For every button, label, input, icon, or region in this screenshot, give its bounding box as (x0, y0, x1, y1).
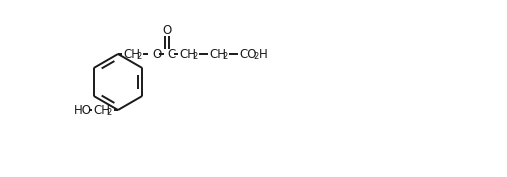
Text: 2: 2 (253, 52, 258, 61)
Text: CH: CH (93, 104, 110, 116)
Text: 2: 2 (222, 52, 227, 61)
Text: 2: 2 (192, 52, 197, 61)
Text: 2: 2 (106, 108, 111, 117)
Text: 2: 2 (136, 52, 141, 61)
Text: HO: HO (74, 104, 92, 116)
Text: CO: CO (239, 47, 257, 61)
Text: CH: CH (123, 47, 140, 61)
Text: C: C (167, 47, 175, 61)
Text: H: H (259, 47, 268, 61)
Text: CH: CH (179, 47, 196, 61)
Text: O: O (152, 47, 161, 61)
Text: O: O (162, 24, 172, 36)
Text: CH: CH (209, 47, 226, 61)
